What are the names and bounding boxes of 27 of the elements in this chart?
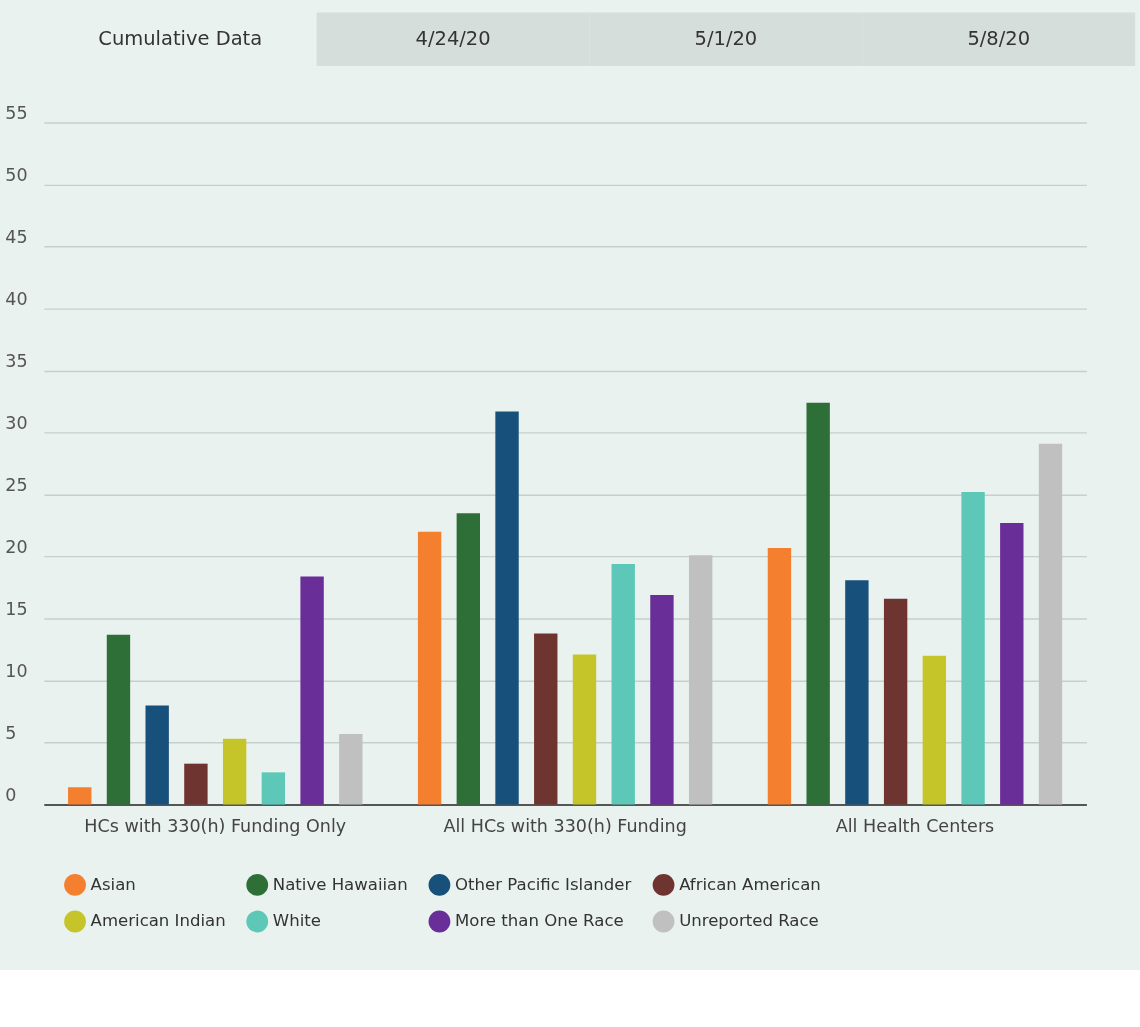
y-tick-label: 10 xyxy=(5,661,28,682)
text: 5/8/20 xyxy=(967,27,1031,51)
legend-label: Unreported Race xyxy=(679,911,819,931)
y-tick-label: 35 xyxy=(5,351,28,372)
legend-label: Other Pacific Islander xyxy=(455,874,632,894)
x-tick-label: HCs with 330(h) Funding Only xyxy=(84,816,347,837)
x-tick-label: All HCs with 330(h) Funding xyxy=(443,816,687,837)
y-tick-label: 45 xyxy=(5,227,28,248)
legend-label: More than One Race xyxy=(455,911,624,931)
legend-label: African American xyxy=(679,874,821,894)
y-tick-label: 20 xyxy=(5,537,28,558)
legend-label: Native Hawaiian xyxy=(272,874,408,894)
y-tick-label: 15 xyxy=(5,599,28,620)
legend-label: Asian xyxy=(90,874,136,894)
y-tick-label: 40 xyxy=(5,289,28,310)
x-tick-label: All Health Centers xyxy=(835,816,995,837)
y-tick-label: 30 xyxy=(5,413,28,434)
y-tick-label: 0 xyxy=(5,785,17,806)
legend-label: White xyxy=(272,911,321,931)
y-tick-label: 50 xyxy=(5,165,28,186)
legend-label: American Indian xyxy=(90,911,226,931)
text: 5/1/20 xyxy=(694,27,758,51)
y-tick-label: 55 xyxy=(5,103,28,124)
text: 4/24/20 xyxy=(415,27,491,51)
y-tick-label: 5 xyxy=(5,723,17,744)
y-tick-label: 25 xyxy=(5,475,28,496)
text: Cumulative Data xyxy=(98,27,263,51)
